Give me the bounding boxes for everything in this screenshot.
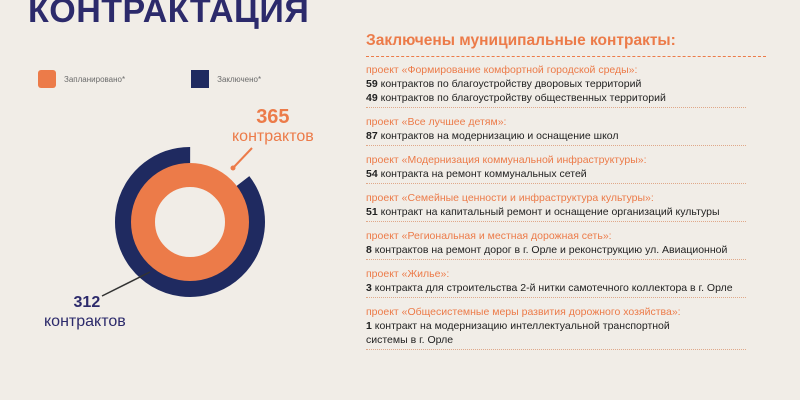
- contracts-heading: Заключены муниципальные контракты:: [366, 32, 676, 49]
- projects-list: проект «Формирование комфортной городско…: [366, 63, 791, 350]
- project-line: 3 контракта для строительства 2-й нитки …: [366, 281, 791, 295]
- contract-count: 87: [366, 130, 378, 142]
- project-line: 59 контрактов по благоустройству дворовы…: [366, 77, 791, 91]
- project-item: проект «Жилье»: 3 контракта для строитель…: [366, 267, 791, 298]
- project-title: проект «Все лучшее детям»:: [366, 116, 507, 128]
- contract-count: 8: [366, 244, 372, 256]
- project-item: проект «Семейные ценности и инфраструкту…: [366, 191, 791, 222]
- legend-swatch-concluded: [191, 70, 210, 88]
- contract-description: контрактов на ремонт дорог в г. Орле и р…: [371, 244, 728, 256]
- project-line: 87 контрактов на модернизацию и оснащени…: [366, 129, 791, 143]
- leader-line-concluded: [101, 271, 151, 297]
- contracts-panel: Заключены муниципальные контракты: проек…: [366, 32, 791, 357]
- project-line: 8 контрактов на ремонт дорог в г. Орле и…: [366, 243, 791, 257]
- project-line: 54 контракта на ремонт коммунальных сете…: [366, 167, 791, 181]
- data-label-planned: 365 контрактов: [232, 106, 314, 146]
- leader-dot-planned: [230, 165, 236, 171]
- legend-item-concluded: Заключено*: [191, 70, 261, 88]
- contract-description: контрактов по благоустройству общественн…: [377, 92, 666, 104]
- donut-ring-planned: [131, 163, 249, 281]
- project-item: проект «Все лучшее детям»: 87 контрактов …: [366, 115, 791, 146]
- contract-count: 1: [366, 320, 372, 332]
- contract-count: 59: [366, 78, 378, 90]
- leader-line-planned: [232, 147, 253, 169]
- legend-label-concluded: Заключено*: [217, 74, 262, 84]
- legend-item-planned: Запланировано*: [38, 70, 125, 88]
- project-item: проект «Формирование комфортной городско…: [366, 63, 791, 108]
- chart-legend: Запланировано* Заключено*: [38, 70, 261, 88]
- project-item: проект «Общесистемные меры развития доро…: [366, 305, 791, 350]
- project-divider: [366, 349, 746, 350]
- project-line: системы в г. Орле: [366, 333, 791, 347]
- project-line: 51 контракт на капитальный ремонт и осна…: [366, 205, 791, 219]
- legend-swatch-planned: [38, 70, 56, 88]
- legend-label-planned: Запланировано*: [64, 74, 126, 84]
- project-item: проект «Региональная и местная дорожная …: [366, 229, 791, 260]
- project-item: проект «Модернизация коммунальной инфрас…: [366, 153, 791, 184]
- project-divider: [366, 221, 746, 222]
- project-title: проект «Региональная и местная дорожная …: [366, 230, 612, 242]
- data-label-planned-unit: контрактов: [232, 128, 314, 145]
- contract-description: контракта на ремонт коммунальных сетей: [377, 168, 587, 180]
- project-line: 1 контракт на модернизацию интеллектуаль…: [366, 319, 791, 333]
- contract-description: контракт на модернизацию интеллектуально…: [371, 320, 670, 332]
- project-divider: [366, 183, 746, 184]
- project-divider: [366, 145, 746, 146]
- data-label-concluded-value: 312: [73, 294, 101, 311]
- contract-count: 51: [366, 206, 378, 218]
- project-divider: [366, 259, 746, 260]
- project-title: проект «Модернизация коммунальной инфрас…: [366, 154, 647, 166]
- data-label-planned-value: 365: [256, 106, 290, 128]
- data-label-concluded-unit: контрактов: [44, 313, 126, 330]
- project-title: проект «Общесистемные меры развития доро…: [366, 306, 681, 318]
- contract-count: 49: [366, 92, 378, 104]
- donut-ring-concluded: [115, 147, 265, 297]
- project-divider: [366, 107, 746, 108]
- project-title: проект «Жилье»:: [366, 268, 450, 280]
- project-divider: [366, 297, 746, 298]
- contract-description: системы в г. Орле: [366, 334, 454, 346]
- contract-description: контрактов по благоустройству дворовых т…: [377, 78, 642, 90]
- contract-count: 3: [366, 282, 372, 294]
- contract-description: контракт на капитальный ремонт и оснащен…: [377, 206, 720, 218]
- page-title: КОНТРАКТАЦИЯ: [28, 0, 310, 30]
- heading-divider: [366, 56, 766, 57]
- project-line: 49 контрактов по благоустройству обществ…: [366, 91, 791, 105]
- project-title: проект «Формирование комфортной городско…: [366, 64, 638, 76]
- donut-chart: [101, 147, 265, 297]
- data-label-concluded: 312 контрактов: [44, 294, 126, 332]
- contract-description: контракта для строительства 2-й нитки са…: [371, 282, 733, 294]
- project-title: проект «Семейные ценности и инфраструкту…: [366, 192, 654, 204]
- contract-description: контрактов на модернизацию и оснащение ш…: [377, 130, 619, 142]
- contract-count: 54: [366, 168, 378, 180]
